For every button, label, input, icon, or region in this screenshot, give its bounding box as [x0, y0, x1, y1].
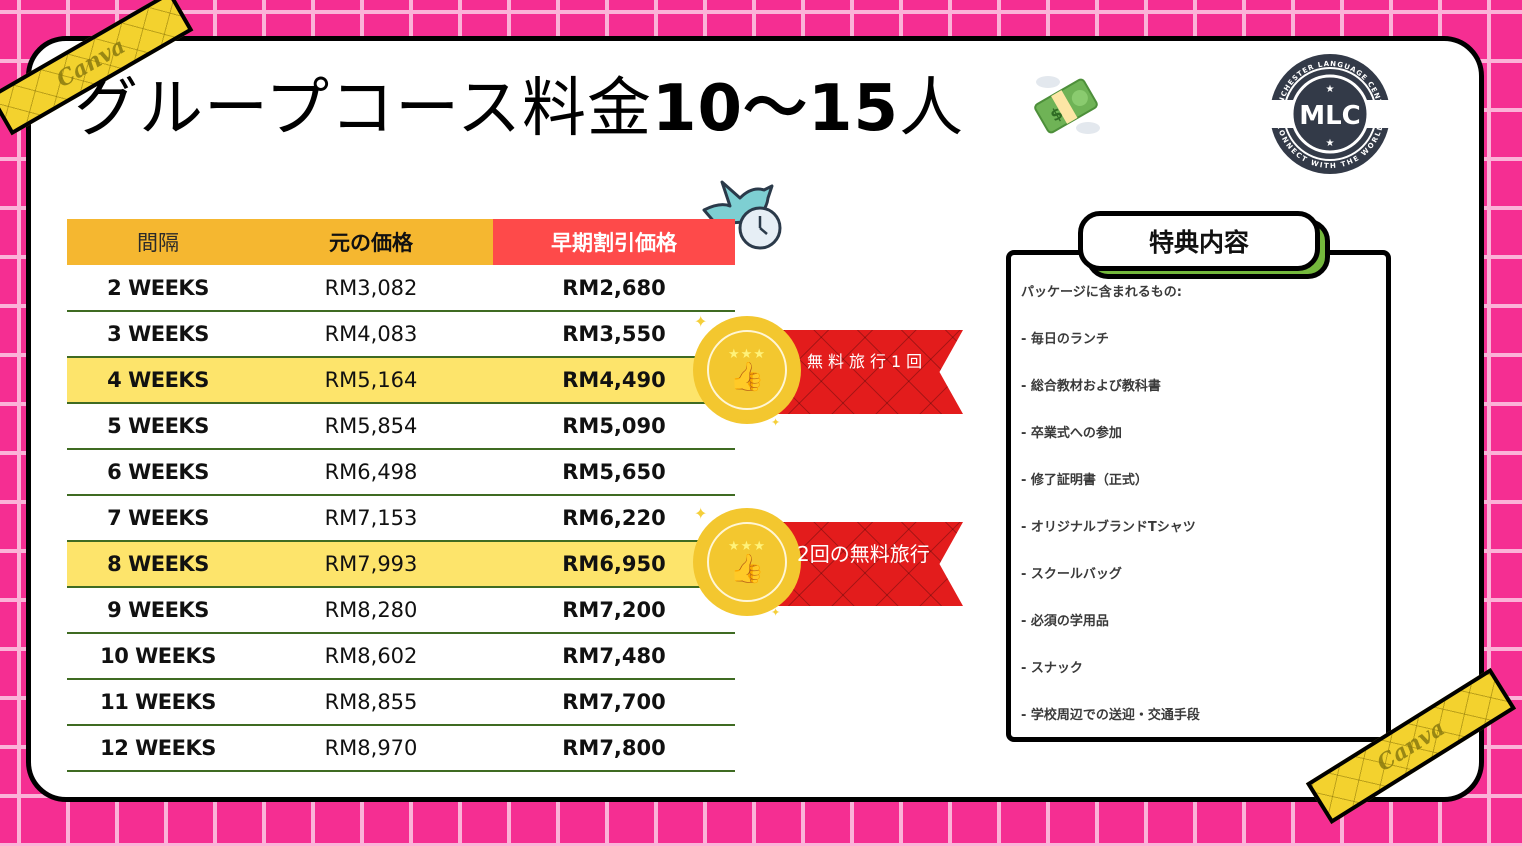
table-row: 7 WEEKS RM7,153 RM6,220	[67, 495, 735, 542]
mlc-logo: MLC ★ ★ MANCHESTER LANGUAGE CENTRE CONNE…	[1268, 52, 1392, 174]
thumbs-up-icon: 👍	[729, 360, 765, 393]
duration-cell: 5 WEEKS	[67, 403, 249, 450]
ribbon-label: 2回の無料旅行	[797, 542, 930, 566]
duration-cell: 2 WEEKS	[67, 265, 249, 312]
table-row: 3 WEEKS RM4,083 RM3,550	[67, 311, 735, 358]
stars-icon: ★★★	[728, 539, 766, 554]
header-early-bird-price: 早期割引価格	[493, 219, 735, 265]
title-text: グループコース料金	[74, 72, 652, 146]
original-price-cell: RM8,970	[249, 725, 493, 772]
original-price-cell: RM7,993	[249, 541, 493, 588]
early-price-cell: RM5,090	[493, 403, 735, 450]
ribbon-band	[767, 522, 963, 606]
header-original-price: 元の価格	[249, 219, 493, 265]
free-trip-ribbon-1: ★★★ 👍 無料旅行1回	[697, 320, 977, 430]
duration-cell: 3 WEEKS	[67, 311, 249, 358]
sparkle-icon: ✦	[694, 312, 708, 331]
original-price-cell: RM8,602	[249, 633, 493, 680]
table-row: 2 WEEKS RM3,082 RM2,680	[67, 265, 735, 312]
original-price-cell: RM8,280	[249, 587, 493, 634]
svg-text:★: ★	[1326, 138, 1335, 149]
early-price-cell: RM4,490	[493, 357, 735, 404]
thumbs-up-badge: ★★★ 👍	[697, 512, 797, 612]
early-price-cell: RM7,700	[493, 679, 735, 726]
table-row: 5 WEEKS RM5,854 RM5,090	[67, 403, 735, 450]
title-range: 10〜15	[651, 72, 900, 146]
table-row-highlighted: 8 WEEKS RM7,993 RM6,950	[67, 541, 735, 588]
duration-cell: 4 WEEKS	[67, 357, 249, 404]
original-price-cell: RM5,854	[249, 403, 493, 450]
original-price-cell: RM5,164	[249, 357, 493, 404]
early-price-cell: RM5,650	[493, 449, 735, 496]
early-price-cell: RM7,200	[493, 587, 735, 634]
benefits-header: 特典内容	[1078, 211, 1320, 271]
svg-text:MLC: MLC	[1299, 101, 1361, 131]
ribbon-band	[767, 330, 963, 414]
original-price-cell: RM7,153	[249, 495, 493, 542]
price-table: 間隔 元の価格 早期割引価格 2 WEEKS RM3,082 RM2,680 3 W…	[67, 219, 735, 772]
duration-cell: 11 WEEKS	[67, 679, 249, 726]
list-item: - 卒業式への参加	[1021, 426, 1122, 441]
duration-cell: 6 WEEKS	[67, 449, 249, 496]
original-price-cell: RM6,498	[249, 449, 493, 496]
svg-text:★: ★	[1326, 84, 1335, 95]
list-item: - オリジナルブランドTシャツ	[1021, 520, 1196, 535]
list-item: - 修了証明書（正式）	[1021, 473, 1148, 488]
duration-cell: 9 WEEKS	[67, 587, 249, 634]
early-price-cell: RM7,800	[493, 725, 735, 772]
sparkle-icon: ✦	[771, 416, 781, 429]
thumbs-up-icon: 👍	[729, 552, 765, 585]
duration-cell: 10 WEEKS	[67, 633, 249, 680]
table-row-highlighted: 4 WEEKS RM5,164 RM4,490	[67, 357, 735, 404]
early-price-cell: RM7,480	[493, 633, 735, 680]
table-row: 12 WEEKS RM8,970 RM7,800	[67, 725, 735, 772]
list-item: - スクールバッグ	[1021, 567, 1122, 582]
duration-cell: 8 WEEKS	[67, 541, 249, 588]
benefits-panel	[1006, 250, 1391, 742]
list-item: - 毎日のランチ	[1021, 332, 1109, 347]
early-price-cell: RM2,680	[493, 265, 735, 312]
early-price-cell: RM6,950	[493, 541, 735, 588]
table-row: 6 WEEKS RM6,498 RM5,650	[67, 449, 735, 496]
sparkle-icon: ✦	[694, 504, 708, 523]
bird-clock-icon	[702, 180, 782, 250]
early-price-cell: RM6,220	[493, 495, 735, 542]
sparkle-icon: ✦	[771, 606, 781, 619]
list-item: - 学校周辺での送迎・交通手段	[1021, 708, 1200, 723]
page-title: グループコース料金10〜15人	[74, 64, 964, 154]
benefits-intro: パッケージに含まれるもの:	[1021, 285, 1182, 300]
original-price-cell: RM3,082	[249, 265, 493, 312]
duration-cell: 12 WEEKS	[67, 725, 249, 772]
title-suffix: 人	[899, 72, 965, 146]
list-item: - スナック	[1021, 661, 1083, 676]
table-header-row: 間隔 元の価格 早期割引価格	[67, 219, 735, 265]
thumbs-up-badge: ★★★ 👍	[697, 320, 797, 420]
original-price-cell: RM4,083	[249, 311, 493, 358]
list-item: - 必須の学用品	[1021, 614, 1109, 629]
table-row: 9 WEEKS RM8,280 RM7,200	[67, 587, 735, 634]
early-price-cell: RM3,550	[493, 311, 735, 358]
header-duration: 間隔	[67, 219, 249, 265]
original-price-cell: RM8,855	[249, 679, 493, 726]
money-with-wings-icon: $	[1034, 76, 1100, 134]
stars-icon: ★★★	[728, 347, 766, 362]
list-item: - 総合教材および教科書	[1021, 379, 1161, 394]
table-row: 10 WEEKS RM8,602 RM7,480	[67, 633, 735, 680]
free-trip-ribbon-2: ★★★ 👍 2回の無料旅行	[697, 512, 977, 622]
table-row: 11 WEEKS RM8,855 RM7,700	[67, 679, 735, 726]
duration-cell: 7 WEEKS	[67, 495, 249, 542]
benefit-list: パッケージに含まれるもの: - 毎日のランチ - 総合教材および教科書 - 卒業…	[1021, 283, 1381, 753]
ribbon-label: 無料旅行1回	[807, 352, 928, 371]
